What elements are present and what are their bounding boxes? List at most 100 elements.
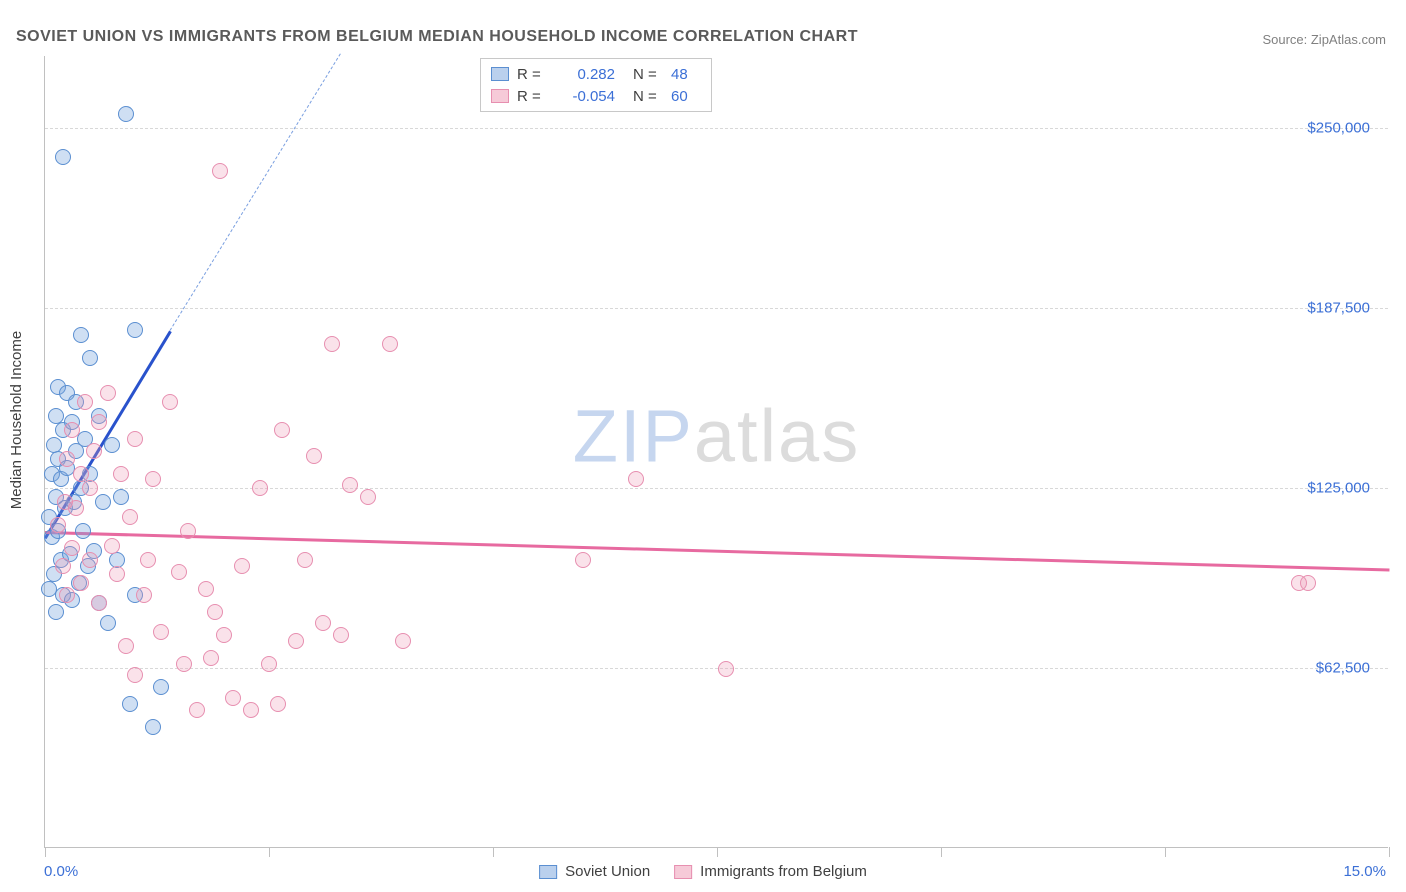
xtick-first: 0.0% [44,863,78,880]
trend-line [170,53,341,330]
xtick-last: 15.0% [1343,863,1386,880]
data-point [203,650,219,666]
source-label: Source: ZipAtlas.com [1262,32,1386,47]
data-point [77,394,93,410]
data-point [86,443,102,459]
data-point [306,448,322,464]
data-point [212,163,228,179]
data-point [136,587,152,603]
data-point [575,552,591,568]
data-point [100,385,116,401]
legend-item-blue: Soviet Union [539,863,650,880]
swatch-blue [539,865,557,879]
r-value-blue: 0.282 [555,66,615,83]
data-point [216,627,232,643]
data-point [171,564,187,580]
gridline [45,488,1388,489]
data-point [270,696,286,712]
gridline [45,668,1388,669]
xtick [45,847,46,857]
xtick [1389,847,1390,857]
data-point [73,575,89,591]
legend-label-blue: Soviet Union [565,863,650,880]
swatch-pink [674,865,692,879]
data-point [95,494,111,510]
data-point [100,615,116,631]
data-point [127,322,143,338]
xtick [1165,847,1166,857]
data-point [274,422,290,438]
data-point [127,431,143,447]
data-point [73,327,89,343]
data-point [55,149,71,165]
data-point [82,350,98,366]
gridline [45,308,1388,309]
data-point [162,394,178,410]
swatch-pink [491,89,509,103]
r-label: R = [517,66,547,83]
data-point [189,702,205,718]
data-point [225,690,241,706]
y-axis-label: Median Household Income [8,331,25,509]
data-point [180,523,196,539]
gridline [45,128,1388,129]
plot-area: ZIPatlas $62,500$125,000$187,500$250,000 [44,56,1388,848]
data-point [118,638,134,654]
data-point [324,336,340,352]
data-point [342,477,358,493]
n-value-blue: 48 [671,66,701,83]
data-point [50,517,66,533]
data-point [140,552,156,568]
legend-item-pink: Immigrants from Belgium [674,863,867,880]
xtick [941,847,942,857]
data-point [91,414,107,430]
data-point [104,538,120,554]
watermark: ZIPatlas [573,393,860,478]
ytick-label: $62,500 [1316,660,1370,677]
data-point [153,679,169,695]
data-point [628,471,644,487]
data-point [64,540,80,556]
data-point [122,696,138,712]
data-point [1291,575,1307,591]
data-point [75,523,91,539]
data-point [64,422,80,438]
r-label: R = [517,88,547,105]
data-point [718,661,734,677]
data-point [252,480,268,496]
data-point [297,552,313,568]
data-point [109,566,125,582]
data-point [153,624,169,640]
data-point [176,656,192,672]
watermark-zip: ZIP [573,394,694,477]
data-point [55,558,71,574]
ytick-label: $250,000 [1307,120,1370,137]
data-point [59,587,75,603]
n-value-pink: 60 [671,88,701,105]
data-point [122,509,138,525]
data-point [382,336,398,352]
ytick-label: $125,000 [1307,480,1370,497]
data-point [333,627,349,643]
data-point [91,595,107,611]
data-point [113,466,129,482]
data-point [207,604,223,620]
data-point [395,633,411,649]
data-point [118,106,134,122]
n-label: N = [633,66,663,83]
series-legend: Soviet Union Immigrants from Belgium [539,863,867,880]
correlation-legend: R = 0.282 N = 48 R = -0.054 N = 60 [480,58,712,112]
swatch-blue [491,67,509,81]
data-point [243,702,259,718]
xtick [269,847,270,857]
data-point [360,489,376,505]
data-point [234,558,250,574]
data-point [82,480,98,496]
data-point [261,656,277,672]
data-point [48,604,64,620]
data-point [145,719,161,735]
data-point [82,552,98,568]
data-point [315,615,331,631]
xtick [717,847,718,857]
watermark-atlas: atlas [694,394,860,477]
